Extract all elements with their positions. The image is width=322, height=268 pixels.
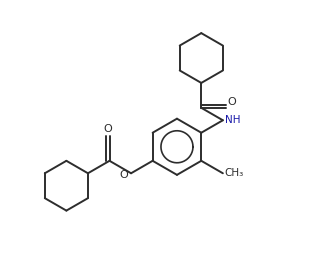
Text: NH: NH bbox=[225, 115, 241, 125]
Text: O: O bbox=[228, 97, 237, 107]
Text: O: O bbox=[120, 170, 128, 180]
Text: CH₃: CH₃ bbox=[224, 168, 244, 178]
Text: O: O bbox=[104, 124, 112, 134]
